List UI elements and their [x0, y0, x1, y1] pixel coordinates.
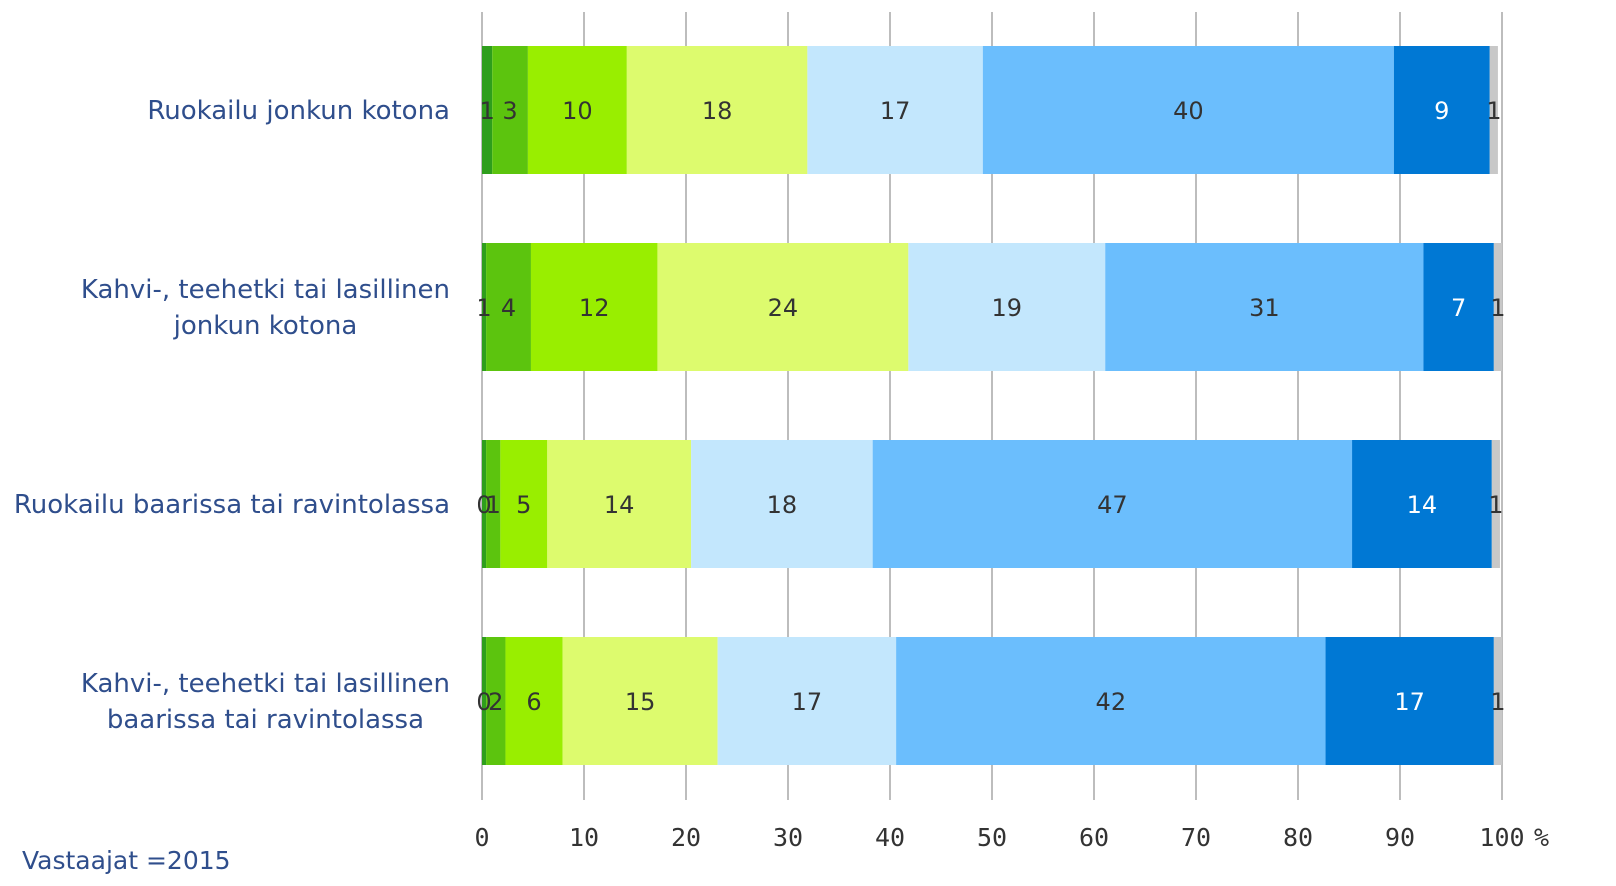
- x-tick-label: 70: [1181, 823, 1211, 852]
- x-tick-label: 40: [875, 823, 905, 852]
- bar-segment: [982, 46, 1394, 174]
- category-label: Ruokailu jonkun kotona: [147, 96, 450, 126]
- bar-segment: [1489, 46, 1498, 174]
- data-label: 19: [992, 294, 1023, 322]
- data-label: 18: [702, 97, 733, 125]
- bar-segment: [807, 46, 983, 174]
- bar-segment: [872, 440, 1353, 568]
- bar-row: 02 6 15 17 42 17 1: [476, 637, 1506, 765]
- bar-segment: [1423, 243, 1494, 371]
- bar-segment: [486, 637, 506, 765]
- bar-segment: [482, 46, 493, 174]
- bars-layer: 1 3 10 18 17 40 9 11 4 12 24 19 31 7 101 5 14 18 47 14 102 6 1…: [476, 46, 1506, 765]
- bar-segment: [530, 243, 658, 371]
- bar-segment: [482, 243, 487, 371]
- x-tick-label: 90: [1385, 823, 1415, 852]
- data-label: 42: [1096, 688, 1127, 716]
- bar-segment: [717, 637, 897, 765]
- data-label: 0: [476, 688, 491, 716]
- x-tick-label: 10: [569, 823, 599, 852]
- bar-segment: [1491, 440, 1500, 568]
- data-label: 1: [476, 294, 491, 322]
- bar-segment: [1393, 46, 1490, 174]
- x-unit-label: %: [1534, 823, 1549, 852]
- data-label: 1: [1490, 688, 1505, 716]
- data-label: 10: [562, 97, 593, 125]
- data-label: 17: [1394, 688, 1425, 716]
- data-label: 12: [579, 294, 610, 322]
- data-label: 14: [604, 491, 635, 519]
- bar-segment: [486, 243, 531, 371]
- data-label: 17: [880, 97, 911, 125]
- bar-segment: [505, 637, 563, 765]
- bar-segment: [1493, 637, 1502, 765]
- data-label: 4: [501, 294, 516, 322]
- category-label: Kahvi-, teehetki tai lasillinen baarissa …: [81, 669, 450, 735]
- category-label: Ruokailu baarissa tai ravintolassa: [14, 490, 450, 520]
- data-label: 1: [1486, 97, 1501, 125]
- data-label: 17: [792, 688, 823, 716]
- data-label: 14: [1407, 491, 1438, 519]
- x-tick-label: 20: [671, 823, 701, 852]
- bar-row: 1 4 12 24 19 31 7 1: [476, 243, 1506, 371]
- bar-segment: [547, 440, 692, 568]
- bar-segment: [908, 243, 1106, 371]
- category-label: Kahvi-, teehetki tai lasillinen jonkun ko…: [81, 275, 450, 341]
- bar-segment: [1352, 440, 1492, 568]
- bar-segment: [896, 637, 1326, 765]
- bar-segment: [1325, 637, 1494, 765]
- x-tick-label: 50: [977, 823, 1007, 852]
- bar-segment: [691, 440, 873, 568]
- x-axis-tick-labels: 0 10 20 30 40 50 60 70 80 90 100%: [474, 823, 1549, 852]
- bar-segment: [527, 46, 627, 174]
- data-label: 1: [479, 97, 494, 125]
- bar-segment: [1493, 243, 1502, 371]
- data-label: 0: [476, 491, 491, 519]
- bar-segment: [482, 440, 487, 568]
- data-label: 7: [1451, 294, 1466, 322]
- data-label: 18: [767, 491, 798, 519]
- x-tick-label: 100: [1479, 823, 1524, 852]
- bar-segment: [482, 637, 487, 765]
- x-tick-label: 60: [1079, 823, 1109, 852]
- data-label: 24: [768, 294, 799, 322]
- respondents-note: Vastaajat =2015: [22, 846, 231, 875]
- data-label: 1: [486, 491, 501, 519]
- data-label: 40: [1173, 97, 1204, 125]
- category-labels: Ruokailu jonkun kotona Kahvi-, teehetki t…: [14, 96, 450, 735]
- data-label: 15: [625, 688, 656, 716]
- bar-segment: [657, 243, 909, 371]
- bar-segment: [562, 637, 718, 765]
- data-label: 6: [526, 688, 541, 716]
- bar-segment: [1105, 243, 1424, 371]
- data-label: 5: [516, 491, 531, 519]
- x-tick-label: 0: [474, 823, 489, 852]
- x-tick-label: 80: [1283, 823, 1313, 852]
- data-label: 1: [1490, 294, 1505, 322]
- data-label: 3: [502, 97, 517, 125]
- bar-segment: [492, 46, 528, 174]
- data-label: 31: [1249, 294, 1280, 322]
- data-label: 2: [488, 688, 503, 716]
- bar-row: 01 5 14 18 47 14 1: [476, 440, 1504, 568]
- bar-row: 1 3 10 18 17 40 9 1: [479, 46, 1501, 174]
- data-label: 47: [1097, 491, 1128, 519]
- data-label: 1: [1488, 491, 1503, 519]
- bar-segment: [626, 46, 808, 174]
- data-label: 9: [1434, 97, 1449, 125]
- bar-segment: [486, 440, 501, 568]
- bar-segment: [500, 440, 548, 568]
- x-tick-label: 30: [773, 823, 803, 852]
